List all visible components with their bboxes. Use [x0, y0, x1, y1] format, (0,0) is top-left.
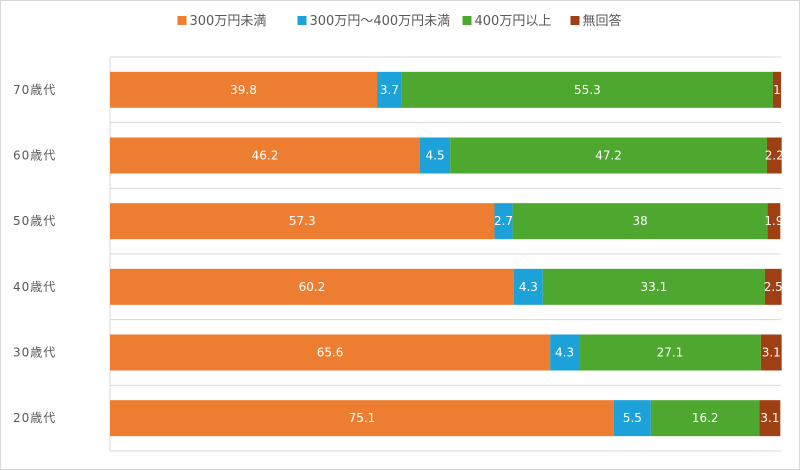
- bar-segment: [110, 71, 378, 108]
- legend-label: 300万円～400万円未満: [310, 14, 451, 29]
- data-label: 2.7: [494, 214, 513, 228]
- bar-segment: [110, 334, 551, 371]
- category-tick-label: 40歳代: [13, 280, 56, 294]
- legend-swatch: [570, 16, 580, 25]
- data-label: 4.3: [519, 280, 538, 294]
- data-label: 2.2: [765, 149, 784, 163]
- data-label: 46.2: [252, 149, 279, 163]
- bar-segment: [110, 203, 495, 240]
- bar-segment: [760, 334, 782, 371]
- data-label: 1: [773, 83, 781, 97]
- data-label: 38: [632, 214, 647, 228]
- data-label: 65.6: [317, 346, 344, 360]
- legend-swatch: [297, 16, 307, 25]
- category-tick-label: 50歳代: [13, 214, 56, 228]
- data-label: 2.5: [764, 280, 783, 294]
- bar-segment: [110, 137, 421, 174]
- bar-segment: [401, 71, 773, 108]
- data-label: 27.1: [657, 346, 684, 360]
- legend-label: 無回答: [583, 13, 622, 29]
- data-label: 3.7: [380, 83, 399, 97]
- category-tick-label: 70歳代: [13, 83, 56, 97]
- bar-segment: [512, 203, 768, 240]
- bar-segment: [550, 334, 580, 371]
- bar-segment: [650, 400, 760, 437]
- data-label: 55.3: [574, 83, 601, 97]
- bar-segment: [772, 71, 781, 108]
- bar-segment: [110, 268, 514, 305]
- bar-segment: [377, 71, 402, 108]
- bar-segment: [450, 137, 767, 174]
- category-tick-label: 30歳代: [13, 346, 56, 360]
- data-label: 57.3: [289, 214, 316, 228]
- legend-swatch: [462, 16, 472, 25]
- legend-label: 300万円未満: [190, 14, 267, 29]
- bar-segment: [110, 400, 614, 437]
- data-label: 33.1: [640, 280, 667, 294]
- category-tick-label: 20歳代: [13, 411, 56, 425]
- data-label: 47.2: [595, 149, 622, 163]
- data-label: 5.5: [623, 411, 642, 425]
- data-label: 16.2: [692, 411, 719, 425]
- category-axis-layer: 70歳代 60歳代 50歳代 40歳代 30歳代 20歳代: [13, 83, 56, 425]
- bar-segment: [513, 268, 543, 305]
- bar-segment: [767, 203, 781, 240]
- data-label: 1.9: [764, 214, 783, 228]
- bar-segment: [766, 137, 782, 174]
- category-tick-label: 60歳代: [13, 149, 56, 163]
- bar-segment: [613, 400, 651, 437]
- data-labels-layer: 39.8 3.7 55.3 1 46.2 4.5 47.2 2.2 57.3 2.7 38 1.9 60…: [230, 83, 784, 425]
- bar-segment: [764, 268, 782, 305]
- bar-segment: [579, 334, 761, 371]
- data-label: 3.1: [762, 346, 781, 360]
- data-label: 75.1: [349, 411, 376, 425]
- legend-label: 400万円以上: [475, 14, 552, 29]
- bars-layer: [110, 71, 782, 437]
- bar-segment: [759, 400, 781, 437]
- grid-layer: [109, 56, 781, 452]
- bar-segment: [542, 268, 765, 305]
- legend-swatch: [177, 16, 187, 25]
- bar-segment: [494, 203, 513, 240]
- bar-segment: [420, 137, 451, 174]
- legend: 300万円未満 300万円～400万円未満 400万円以上 無回答: [177, 13, 622, 29]
- data-label: 60.2: [299, 280, 326, 294]
- data-label: 4.3: [555, 346, 574, 360]
- data-label: 39.8: [230, 83, 257, 97]
- data-label: 3.1: [760, 411, 779, 425]
- data-label: 4.5: [426, 149, 445, 163]
